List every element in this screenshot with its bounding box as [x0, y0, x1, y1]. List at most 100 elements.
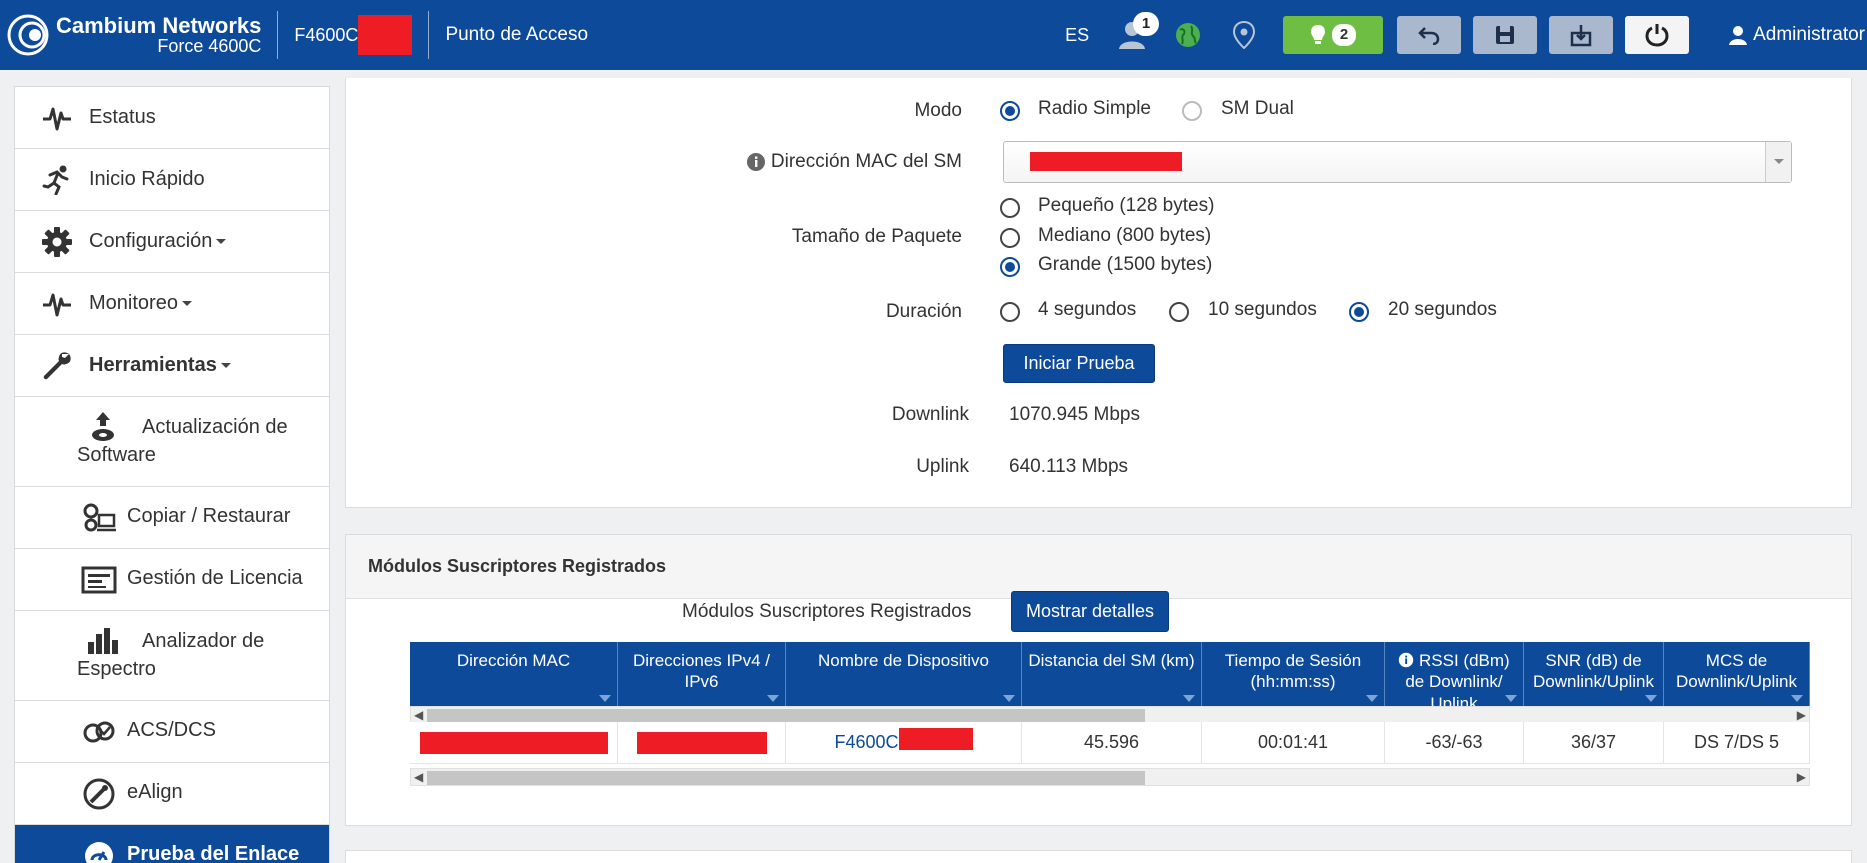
sidebar-item-label: Gestión de Licencia [127, 567, 303, 589]
language-selector[interactable]: ES [1065, 24, 1090, 45]
column-header[interactable]: SNR (dB) de Downlink/Uplink [1524, 642, 1664, 706]
sidebar-item-label: Copiar / Restaurar [127, 505, 291, 527]
chevron-down-icon [216, 239, 227, 244]
user-menu[interactable]: Administrator [1729, 24, 1865, 46]
info-icon [1399, 652, 1414, 668]
sidebar-item-inicio-rapido[interactable]: Inicio Rápido [15, 149, 329, 211]
lightbulb-icon [1310, 25, 1325, 44]
divider [277, 11, 279, 59]
horizontal-scrollbar-top[interactable]: ◀ ▶ [410, 706, 1810, 724]
sidebar-item-configuracion[interactable]: Configuración [15, 211, 329, 273]
packet-option-label: Pequeño (128 bytes) [1038, 195, 1215, 216]
show-details-button[interactable]: Mostrar detalles [1011, 591, 1169, 632]
start-test-button[interactable]: Iniciar Prueba [1003, 344, 1155, 383]
mode-radio-simple[interactable] [1000, 101, 1020, 121]
duration-radio-20s[interactable] [1349, 302, 1369, 322]
sidebar-item-herramientas[interactable]: Herramientas [15, 335, 329, 397]
cell-mcs: DS 7/DS 5 [1664, 722, 1810, 763]
save-button[interactable] [1473, 16, 1538, 54]
duration-label: Duración [885, 301, 962, 322]
reboot-button[interactable] [1625, 16, 1690, 54]
sidebar-subitem-ealign[interactable]: eAlign [15, 763, 329, 825]
table-row[interactable]: F4600C 45.596 00:01:41 -63/-63 36/37 DS … [410, 722, 1810, 764]
scroll-thumb[interactable] [427, 709, 1145, 723]
column-header[interactable]: Dirección MAC [410, 642, 618, 706]
sm-mac-select[interactable] [1003, 141, 1792, 183]
alerts-button[interactable]: 2 [1283, 16, 1384, 54]
redacted-block [358, 15, 413, 55]
undo-button[interactable] [1397, 16, 1462, 54]
packet-radio-small[interactable] [1000, 198, 1020, 218]
divider [428, 11, 430, 59]
globe-button[interactable] [1171, 18, 1205, 52]
column-header[interactable]: RSSI (dBm) de Downlink/ Uplink [1385, 642, 1524, 706]
device-mode: Punto de Acceso [445, 24, 589, 45]
column-header[interactable]: Nombre de Dispositivo [786, 642, 1022, 706]
mode-radio-dual[interactable] [1182, 101, 1202, 121]
sort-icon [1505, 695, 1517, 702]
scroll-right-icon[interactable]: ▶ [1796, 770, 1806, 784]
scroll-thumb[interactable] [427, 771, 1145, 785]
sidebar-item-label: ACS/DCS [127, 719, 216, 741]
license-icon [81, 562, 117, 598]
cambium-logo-icon [7, 14, 49, 56]
packet-radio-medium[interactable] [1000, 228, 1020, 248]
sidebar-subitem-gestion-licencia[interactable]: Gestión de Licencia [15, 549, 329, 611]
uplink-value: 640.113 Mbps [1009, 456, 1129, 477]
cell-snr: 36/37 [1524, 722, 1664, 763]
duration-radio-10s[interactable] [1169, 302, 1189, 322]
sidebar-item-estatus[interactable]: Estatus [15, 87, 329, 149]
horizontal-scrollbar-bottom[interactable]: ◀ ▶ [410, 768, 1810, 786]
mode-option-label: SM Dual [1221, 98, 1294, 119]
sidebar-item-label: Herramientas [89, 354, 217, 376]
packet-size-label: Tamaño de Paquete [791, 226, 962, 247]
top-bar: Cambium Networks Force 4600C F4600C Punt… [0, 0, 1867, 70]
sidebar-subitem-prueba-enlace[interactable]: Prueba del Enlace [15, 825, 329, 863]
save-icon [1496, 26, 1515, 44]
brand-model: Force 4600C [157, 36, 262, 57]
pulse-icon [39, 100, 75, 136]
users-button[interactable]: 1 [1115, 12, 1160, 52]
sidebar-subitem-acs-dcs[interactable]: ACS/DCS [15, 701, 329, 763]
sidebar-item-label: Analizador de Espectro [77, 630, 265, 680]
next-panel [345, 850, 1852, 863]
gauge-icon [81, 838, 117, 863]
duration-option-label: 4 segundos [1038, 299, 1137, 320]
redacted-block [419, 731, 608, 754]
alerts-count: 2 [1331, 24, 1357, 46]
scroll-right-icon[interactable]: ▶ [1796, 708, 1806, 722]
duration-option-label: 20 segundos [1388, 299, 1497, 320]
location-button[interactable] [1227, 18, 1261, 52]
duration-option-label: 10 segundos [1208, 299, 1317, 320]
downlink-value: 1070.945 Mbps [1009, 404, 1140, 425]
device-name-link[interactable]: F4600C [834, 732, 899, 752]
duration-radio-4s[interactable] [1000, 302, 1020, 322]
sidebar-subitem-analizador-espectro[interactable]: Analizador de Espectro [15, 611, 329, 701]
user-name: Administrator [1753, 24, 1865, 45]
power-icon [1645, 24, 1669, 47]
deploy-icon [1570, 25, 1592, 47]
packet-radio-large[interactable] [1000, 257, 1020, 277]
packet-option-label: Grande (1500 bytes) [1038, 254, 1213, 275]
column-header[interactable]: Direcciones IPv4 / IPv6 [618, 642, 786, 706]
chevron-down-icon [181, 301, 192, 306]
sidebar-item-label: Configuración [89, 230, 213, 252]
cell-device-name[interactable]: F4600C [786, 722, 1022, 763]
apply-button[interactable] [1549, 16, 1614, 54]
registered-sm-label: Módulos Suscriptores Registrados [682, 601, 972, 622]
sidebar-subitem-copiar-restaurar[interactable]: Copiar / Restaurar [15, 487, 329, 549]
sidebar-subitem-actualizacion-software[interactable]: Actualización de Software [15, 397, 329, 487]
select-arrow [1765, 142, 1791, 182]
sidebar-item-label: Actualización de Software [77, 416, 288, 466]
column-header[interactable]: Tiempo de Sesión (hh:mm:ss) [1202, 642, 1385, 706]
cell-ip [618, 722, 786, 763]
scroll-left-icon[interactable]: ◀ [414, 708, 424, 722]
column-header[interactable]: Distancia del SM (km) [1022, 642, 1202, 706]
chevron-down-icon [1774, 159, 1784, 164]
scroll-left-icon[interactable]: ◀ [414, 770, 424, 784]
sidebar-item-label: Estatus [89, 106, 156, 128]
ealign-icon [81, 776, 117, 812]
column-header[interactable]: MCS de Downlink/Uplink [1664, 642, 1810, 706]
cell-session-time: 00:01:41 [1202, 722, 1385, 763]
sidebar-item-monitoreo[interactable]: Monitoreo [15, 273, 329, 335]
